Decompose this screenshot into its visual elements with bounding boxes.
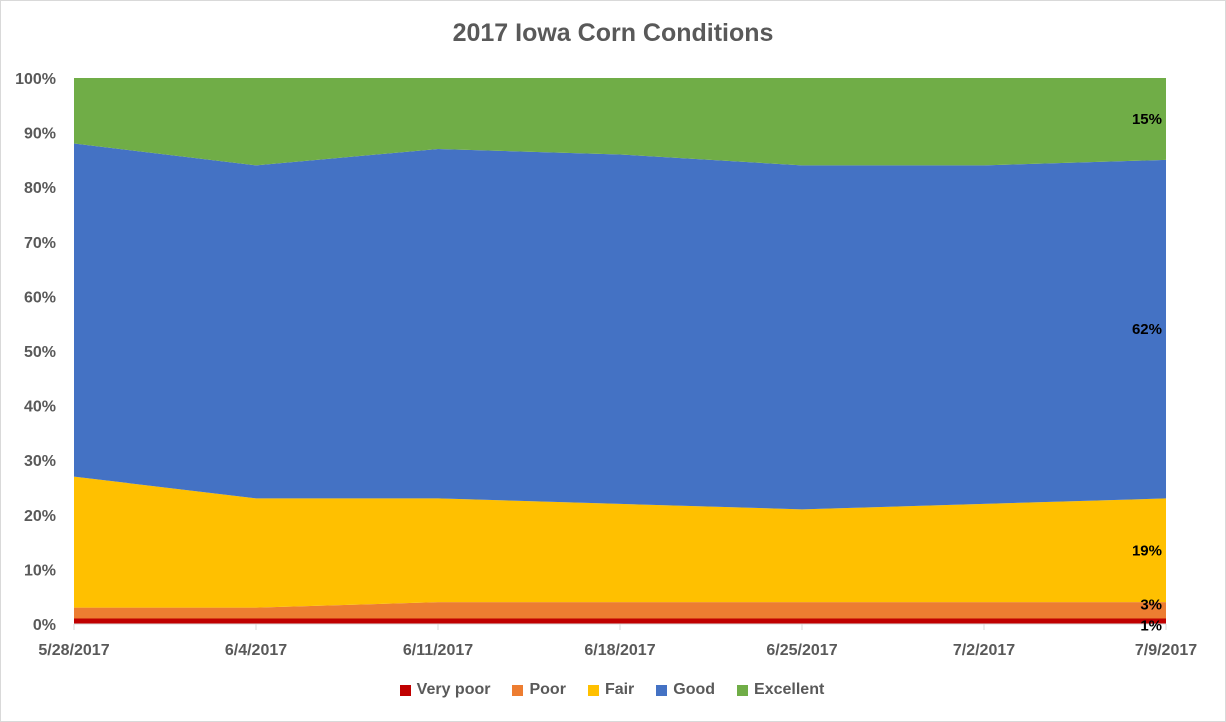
- data-label-excellent: 15%: [1132, 111, 1162, 128]
- y-tick-label: 10%: [24, 562, 56, 579]
- x-tick-label: 6/11/2017: [403, 642, 473, 659]
- x-tick-label: 6/4/2017: [225, 642, 287, 659]
- chart-legend: Very poor Poor Fair Good Excellent: [0, 681, 1224, 699]
- x-tick-label: 6/25/2017: [766, 642, 837, 659]
- legend-item-excellent: Excellent: [737, 681, 824, 699]
- y-tick-label: 60%: [24, 289, 56, 306]
- legend-label: Fair: [604, 681, 635, 698]
- area-excellent: [74, 78, 1166, 166]
- y-tick-label: 90%: [24, 126, 56, 143]
- legend-swatch: [737, 684, 749, 696]
- data-label-fair: 19%: [1132, 542, 1162, 559]
- legend-item-very-poor: Very poor: [399, 681, 491, 699]
- x-tick-label: 6/18/2017: [584, 642, 655, 659]
- data-label-very-poor: 1%: [1140, 617, 1162, 634]
- legend-swatch: [399, 684, 411, 696]
- y-tick-label: 30%: [24, 453, 56, 470]
- y-tick-label: 80%: [24, 180, 56, 197]
- area-poor: [74, 602, 1166, 619]
- legend-label: Poor: [529, 681, 566, 698]
- legend-item-good: Good: [656, 681, 715, 699]
- y-tick-label: 20%: [24, 508, 56, 525]
- area-good: [74, 143, 1166, 510]
- legend-swatch: [587, 684, 599, 696]
- y-tick-label: 100%: [15, 71, 56, 88]
- area-very-poor: [74, 618, 1166, 624]
- area-fair: [74, 476, 1166, 608]
- chart-title: 2017 Iowa Corn Conditions: [452, 19, 774, 47]
- y-tick-label: 0%: [33, 617, 56, 634]
- y-tick-label: 50%: [24, 344, 56, 361]
- y-tick-label: 40%: [24, 399, 56, 416]
- legend-swatch: [656, 684, 668, 696]
- legend-swatch: [512, 684, 524, 696]
- legend-item-fair: Fair: [587, 681, 635, 699]
- legend-label: Excellent: [754, 681, 825, 698]
- x-tick-label: 5/28/2017: [38, 642, 109, 659]
- legend-item-poor: Poor: [512, 681, 566, 699]
- x-tick-label: 7/9/2017: [1135, 642, 1197, 659]
- legend-label: Very poor: [416, 681, 491, 698]
- data-label-good: 62%: [1132, 321, 1162, 338]
- x-tick-label: 7/2/2017: [953, 642, 1015, 659]
- y-tick-label: 70%: [24, 235, 56, 252]
- data-label-poor: 3%: [1140, 596, 1162, 613]
- legend-label: Good: [673, 681, 716, 698]
